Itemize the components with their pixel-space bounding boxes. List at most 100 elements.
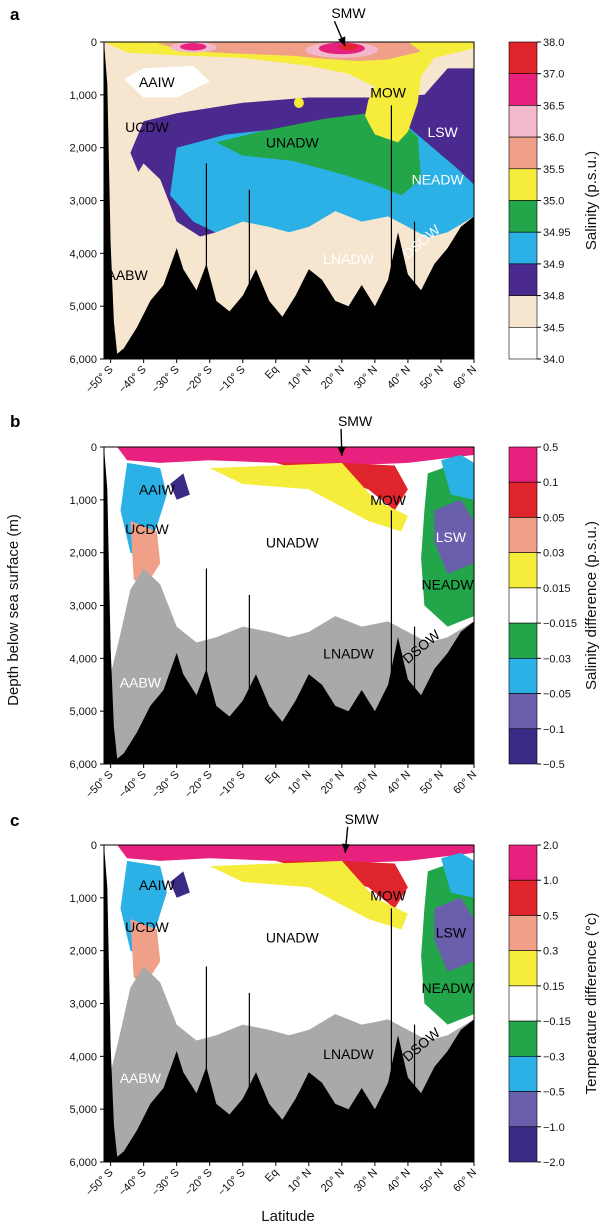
- x-tick-label: 50° N: [418, 769, 446, 797]
- x-tick-label: −10° S: [216, 769, 248, 801]
- anomaly-ucdw: [130, 919, 161, 988]
- anomaly-scatter: [209, 462, 408, 532]
- panel-c: c 0 1,000 2,000 3,000 4,000 5,000 6,000−50° S −4…: [10, 811, 600, 1199]
- water-mass-label: MOW: [370, 492, 407, 508]
- panel-letter: c: [10, 811, 19, 830]
- y-tick-label: 5,000: [69, 1104, 97, 1116]
- colorbar-tick-label: 0.5: [543, 442, 558, 454]
- colorbar-tick-label: 35.5: [543, 164, 564, 176]
- x-tick-label: 40° N: [385, 769, 413, 797]
- colorbar-segment: [508, 1056, 538, 1092]
- colorbar-tick-label: −0.5: [543, 759, 565, 771]
- colorbar-segment: [508, 73, 538, 106]
- colorbar-segment: [508, 263, 538, 296]
- water-mass-label: SMW: [338, 413, 373, 429]
- x-tick-label: −40° S: [117, 769, 149, 801]
- x-tick-label: 10° N: [286, 1167, 314, 1195]
- y-axis-title: Depth below sea surface (m): [5, 514, 22, 706]
- field-34-0-aaiw: [123, 65, 210, 98]
- smw-arrow-head: [337, 36, 346, 47]
- colorbar-tick-label: 0.5: [543, 910, 558, 922]
- x-tick-label: −10° S: [216, 364, 248, 396]
- water-mass-label: UCDW: [125, 521, 169, 537]
- field-35-5: [104, 42, 474, 143]
- x-tick-label: 40° N: [385, 1167, 413, 1195]
- colorbar-segment: [508, 326, 538, 360]
- water-mass-label: LNADW: [323, 1046, 374, 1062]
- panel-b: b 0 1,000 2,000 3,000 4,000 5,000 6,000−50° S −4…: [10, 412, 600, 801]
- colorbar-tick-label: −0.03: [543, 653, 571, 665]
- colorbar-tick-label: 1.0: [543, 875, 558, 887]
- colorbar-tick-label: 2.0: [543, 840, 558, 852]
- colorbar-title: Salinity (p.s.u.): [583, 151, 600, 250]
- colorbar-segment: [508, 136, 538, 170]
- colorbar-tick-label: 36.0: [543, 132, 564, 144]
- anomaly-surface: [117, 845, 474, 864]
- anomaly-north-surface: [441, 454, 474, 500]
- y-tick-label: 4,000: [69, 248, 97, 260]
- y-tick-label: 3,000: [69, 601, 97, 613]
- anomaly-lsw: [434, 897, 474, 972]
- data-field: [104, 447, 474, 764]
- y-tick-label: 2,000: [69, 143, 97, 155]
- colorbar-tick-label: 0.15: [543, 981, 564, 993]
- x-tick-label: Eq: [263, 364, 281, 382]
- x-tick-label: 60° N: [451, 364, 479, 392]
- colorbar-segment: [508, 1091, 538, 1128]
- y-tick-label: 4,000: [69, 653, 97, 665]
- smw-arrow-head: [342, 843, 351, 853]
- colorbar-tick-label: 34.95: [543, 227, 571, 239]
- colorbar-segment: [508, 693, 538, 730]
- seafloor: [104, 447, 474, 764]
- water-mass-label: AAIW: [139, 74, 176, 90]
- colorbar-segment: [508, 481, 538, 518]
- y-tick-label: 1,000: [69, 90, 97, 102]
- x-tick-label: −30° S: [150, 769, 182, 801]
- y-tick-label: 5,000: [69, 706, 97, 718]
- colorbar-tick-label: −1.0: [543, 1122, 565, 1134]
- core-38: [338, 43, 359, 50]
- x-tick-label: −30° S: [150, 364, 182, 396]
- colorbar-tick-label: 0.015: [543, 583, 571, 595]
- anomaly-ucdw: [130, 521, 161, 590]
- colorbar-tick-label: −0.3: [543, 1051, 565, 1063]
- colorbar-tick-label: 0.05: [543, 512, 564, 524]
- water-mass-label: LNADW: [323, 645, 374, 661]
- colorbar-tick-label: −0.05: [543, 689, 571, 701]
- y-tick-label: 2,000: [69, 946, 97, 958]
- water-mass-label: AAIW: [139, 877, 176, 893]
- anomaly-north-surface: [441, 852, 474, 898]
- y-tick-label: 5,000: [69, 301, 97, 313]
- colorbar-segment: [508, 879, 538, 916]
- water-mass-label: NEADW: [422, 577, 475, 593]
- colorbar-segment: [508, 915, 538, 951]
- water-mass-label: UCDW: [125, 919, 169, 935]
- water-mass-label: LSW: [436, 529, 467, 545]
- eddy-35-5: [293, 97, 304, 109]
- x-tick-label: 20° N: [319, 769, 347, 797]
- y-tick-label: 3,000: [69, 196, 97, 208]
- data-field: [104, 42, 474, 359]
- water-mass-label: AABW: [120, 1070, 162, 1086]
- colorbar-tick-label: 34.0: [543, 354, 564, 366]
- x-tick-label: −10° S: [216, 1167, 248, 1199]
- colorbar-segment: [508, 552, 538, 589]
- y-tick-label: 0: [91, 37, 97, 49]
- colorbar-segment: [508, 517, 538, 553]
- smw-arrow-head: [337, 446, 346, 456]
- x-axis-title: Latitude: [261, 1208, 314, 1225]
- anomaly-speck: [170, 871, 190, 898]
- anomaly-mow-core: [275, 462, 408, 511]
- water-mass-label: SMW: [345, 811, 380, 827]
- x-tick-label: −50° S: [84, 364, 116, 396]
- panel-a: a 0 1,000 2,000 3,000 4,000 5,000 6,000−50° S −4…: [10, 5, 600, 396]
- water-mass-label: NEADW: [422, 980, 475, 996]
- x-tick-label: Eq: [263, 1167, 281, 1185]
- y-tick-label: 3,000: [69, 999, 97, 1011]
- y-tick-label: 6,000: [69, 759, 97, 771]
- x-tick-label: 60° N: [451, 1167, 479, 1195]
- water-mass-label: SMW: [331, 5, 366, 21]
- x-tick-label: 30° N: [352, 364, 380, 392]
- water-mass-label: LSW: [436, 924, 467, 940]
- colorbar-tick-label: 36.5: [543, 100, 564, 112]
